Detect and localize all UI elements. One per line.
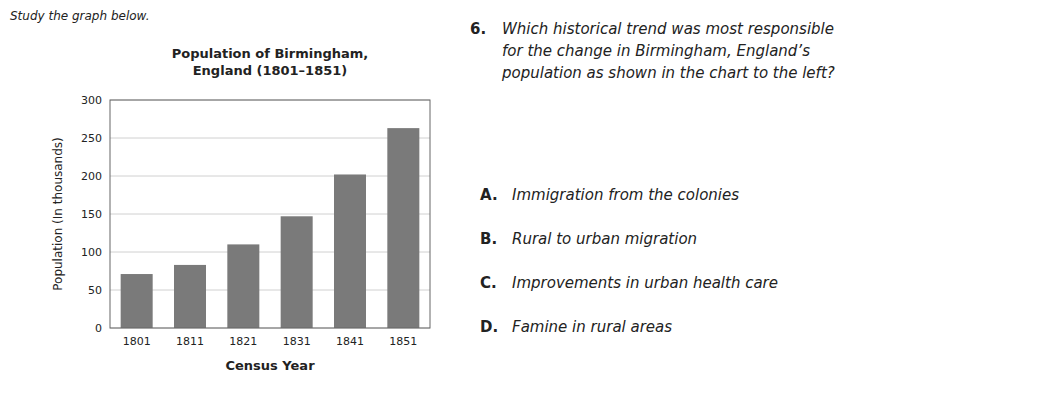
- option-letter: B.: [480, 230, 497, 248]
- chart-title: Population of Birmingham,England (1801–1…: [172, 46, 369, 78]
- y-tick-label: 50: [88, 284, 102, 297]
- option-letter: A.: [480, 186, 498, 204]
- option-text: Rural to urban migration: [512, 230, 697, 248]
- plot-frame: [110, 100, 430, 328]
- grid-line: [110, 176, 430, 177]
- grid: [110, 100, 430, 328]
- y-tick-label: 250: [81, 132, 102, 145]
- x-tick-label: 1821: [229, 335, 257, 348]
- option-text: Immigration from the colonies: [512, 186, 739, 204]
- option-letter: C.: [480, 274, 497, 292]
- x-tick-label: 1851: [389, 335, 417, 348]
- bar: [174, 265, 206, 328]
- x-tick-label: 1841: [336, 335, 364, 348]
- bar: [121, 274, 153, 328]
- x-tick-label: 1811: [176, 335, 204, 348]
- bar: [387, 128, 419, 328]
- grid-line: [110, 138, 430, 139]
- y-tick-label: 100: [81, 246, 102, 259]
- y-tick-label: 0: [95, 322, 102, 335]
- x-axis-label: Census Year: [225, 358, 315, 373]
- question-text: Which historical trend was most responsi…: [501, 20, 835, 82]
- y-tick-label: 150: [81, 208, 102, 221]
- bar: [227, 244, 259, 328]
- option-text: Famine in rural areas: [512, 318, 672, 336]
- y-tick-label: 300: [81, 94, 102, 107]
- y-tick-label: 200: [81, 170, 102, 183]
- grid-line: [110, 214, 430, 215]
- x-tick-label: 1801: [123, 335, 151, 348]
- bar: [281, 216, 313, 328]
- chart-container: Population of Birmingham,England (1801–1…: [0, 0, 1064, 394]
- x-tick-label: 1831: [283, 335, 311, 348]
- bar: [334, 174, 366, 328]
- annotation: Study the graph below.: [10, 9, 149, 23]
- question-number: 6.: [470, 20, 486, 38]
- option-letter: D.: [480, 318, 498, 336]
- chart-svg: Population of Birmingham,England (1801–1…: [0, 0, 1064, 394]
- option-text: Improvements in urban health care: [512, 274, 778, 292]
- grid-line: [110, 290, 430, 291]
- bars: [121, 128, 420, 328]
- y-axis-label: Population (In thousands): [51, 137, 65, 291]
- grid-line: [110, 252, 430, 253]
